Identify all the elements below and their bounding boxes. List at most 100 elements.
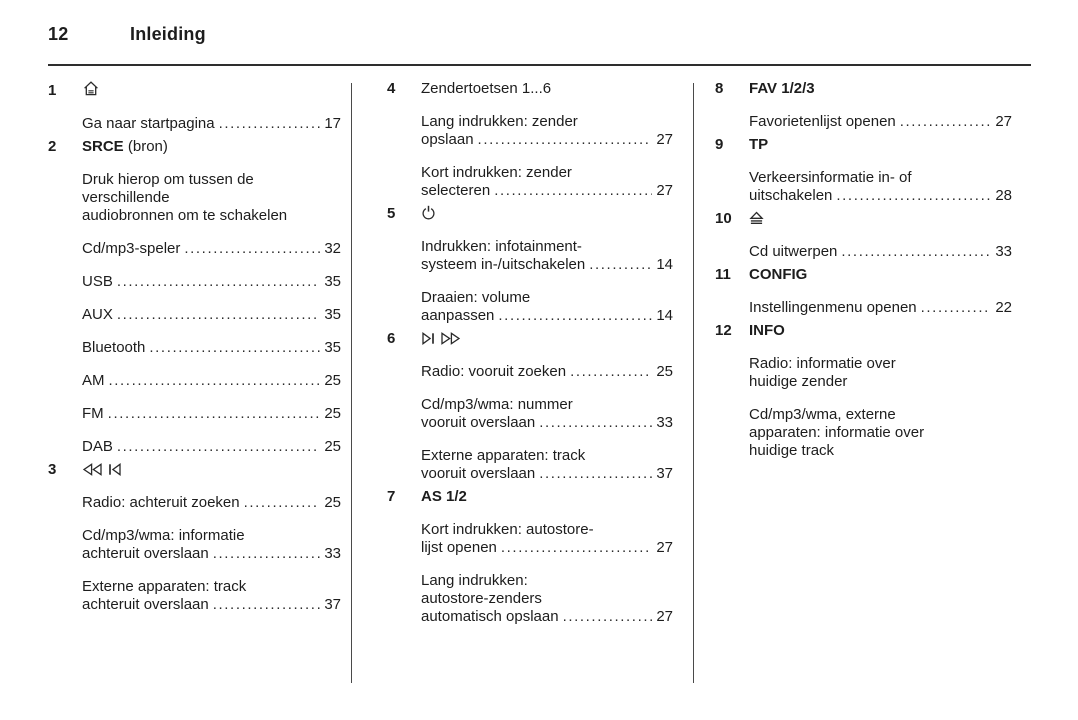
entry-text: vooruit overslaan (421, 465, 536, 482)
entry-text-line: Cd/mp3/wma, externe (749, 406, 896, 423)
item-keyword-bold: INFO (749, 322, 785, 339)
entry-text: opslaan (421, 131, 474, 148)
legend-item-head: 11 CONFIG (715, 266, 1012, 284)
entry-text-line: Radio: informatie over (749, 355, 896, 372)
legend-entry: Cd/mp3/wma: informatie achteruit overslaa… (48, 527, 341, 563)
legend-entry: DAB 25 (48, 438, 341, 456)
dot-leader (501, 539, 652, 557)
page-title: Inleiding (130, 24, 206, 44)
page-number: 12 (48, 24, 69, 44)
fast-forward-icon (440, 330, 461, 347)
dot-leader (841, 243, 991, 261)
dot-leader (108, 405, 321, 423)
entry-text-line: huidige track (749, 442, 835, 459)
entry-text-line: Kort indrukken: autostore- (421, 521, 594, 538)
dot-leader (589, 256, 652, 274)
dot-leader (213, 596, 321, 614)
item-keyword (421, 205, 441, 223)
page-ref: 25 (656, 363, 673, 380)
entry-leader-line: DAB 25 (82, 438, 341, 456)
legend-item-head: 5 (387, 205, 673, 223)
entry-leader-line: Instellingenmenu openen 22 (749, 299, 1012, 317)
legend-item-head: 6 (387, 330, 673, 348)
entry-text: achteruit overslaan (82, 596, 209, 613)
entry-text: aanpassen (421, 307, 495, 324)
entry-text-line: Lang indrukken: zender (421, 113, 578, 130)
entry-leader-line: Radio: vooruit zoeken 25 (421, 363, 673, 381)
dot-leader (213, 545, 321, 563)
column-divider (693, 83, 694, 683)
entry-text-line: audiobronnen om te schakelen (82, 207, 288, 224)
legend-item-head: 12 INFO (715, 322, 1012, 340)
entry-text-line: Verkeersinformatie in- of (749, 169, 912, 186)
entry-text: systeem in-/uitschakelen (421, 256, 586, 273)
legend-entry: Cd/mp3/wma, externe apparaten: informatie… (715, 406, 1012, 460)
entry-text: uitschakelen (749, 187, 833, 204)
legend-column-2: 4 Zendertoetsen 1...6 Lang indrukken: zend… (387, 80, 673, 626)
entry-text: Ga naar startpagina (82, 115, 215, 132)
page-ref: 37 (324, 596, 341, 613)
item-keyword (82, 461, 127, 479)
entry-leader-line: lijst openen 27 (421, 539, 673, 557)
dot-leader (836, 187, 991, 205)
legend-item-5: 5 Indrukken: infotainment-systeem in-/uit… (387, 205, 673, 325)
item-number: 6 (387, 330, 396, 347)
entry-text: Cd uitwerpen (749, 243, 838, 260)
item-keyword (749, 210, 769, 228)
dot-leader (109, 372, 321, 390)
item-keyword-rest: Zendertoetsen 1...6 (421, 80, 552, 97)
entry-leader-line: USB 35 (82, 273, 341, 291)
legend-entry: Ga naar startpagina 17 (48, 115, 341, 133)
item-keyword-rest: (bron) (123, 138, 168, 155)
entry-text: vooruit overslaan (421, 414, 536, 431)
entry-text: lijst openen (421, 539, 497, 556)
entry-text-line: Cd/mp3/wma: informatie (82, 527, 245, 544)
page-ref: 22 (995, 299, 1012, 316)
item-keyword-bold: FAV 1/2/3 (749, 80, 815, 97)
legend-entry: Bluetooth 35 (48, 339, 341, 357)
page-ref: 27 (995, 113, 1012, 130)
item-number: 8 (715, 80, 724, 97)
item-keyword: SRCE (bron) (82, 138, 168, 156)
item-keyword: CONFIG (749, 266, 807, 284)
entry-leader-line: FM 25 (82, 405, 341, 423)
entry-leader-line: Cd uitwerpen 33 (749, 243, 1012, 261)
entry-text: AM (82, 372, 105, 389)
item-keyword: AS 1/2 (421, 488, 467, 506)
eject-icon (749, 210, 764, 227)
legend-item-head: 9 TP (715, 136, 1012, 154)
legend-entry: Radio: vooruit zoeken 25 (387, 363, 673, 381)
entry-text: selecteren (421, 182, 491, 199)
entry-text: Cd/mp3-speler (82, 240, 181, 257)
legend-item-head: 1 (48, 80, 341, 100)
page-ref: 14 (656, 307, 673, 324)
page-ref: 33 (656, 414, 673, 431)
legend-item-head: 3 (48, 461, 341, 479)
dot-leader (149, 339, 320, 357)
entry-text: DAB (82, 438, 113, 455)
dot-leader (921, 299, 992, 317)
dot-leader (478, 131, 653, 149)
item-keyword-bold: SRCE (82, 138, 124, 155)
legend-item-12: 12 INFO Radio: informatie over huidige zend… (715, 322, 1012, 460)
item-keyword: Zendertoetsen 1...6 (421, 80, 551, 98)
entry-text: Favorietenlijst openen (749, 113, 896, 130)
home-icon (82, 81, 100, 99)
page-ref: 25 (324, 438, 341, 455)
legend-item-head: 7 AS 1/2 (387, 488, 673, 506)
legend-entry: Indrukken: infotainment-systeem in-/uits… (387, 238, 673, 274)
legend-entry: Instellingenmenu openen 22 (715, 299, 1012, 317)
page-ref: 32 (324, 240, 341, 257)
dot-leader (539, 414, 652, 432)
page-ref: 37 (656, 465, 673, 482)
entry-text-line: huidige zender (749, 373, 848, 390)
dot-leader (244, 494, 321, 512)
entry-text: automatisch opslaan (421, 608, 559, 625)
legend-item-4: 4 Zendertoetsen 1...6 Lang indrukken: zend… (387, 80, 673, 200)
item-keyword: INFO (749, 322, 785, 340)
entry-text: USB (82, 273, 113, 290)
entry-leader-line: aanpassen 14 (421, 307, 673, 325)
entry-leader-line: vooruit overslaan 33 (421, 414, 673, 432)
